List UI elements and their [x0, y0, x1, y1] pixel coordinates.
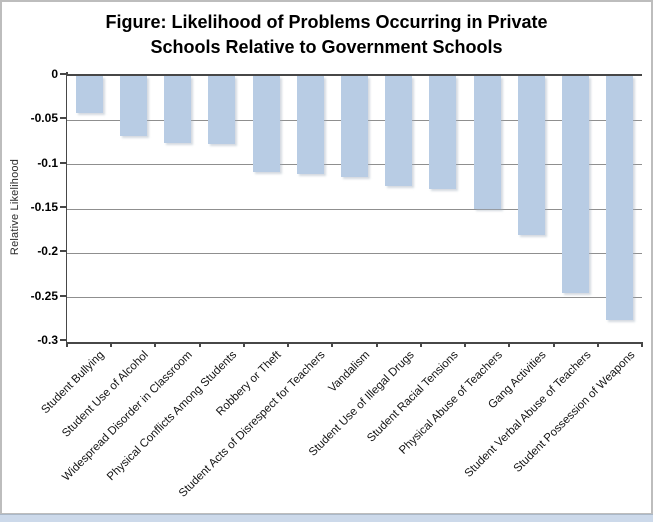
y-tick [60, 161, 66, 164]
x-tick [242, 342, 245, 347]
x-tick [641, 342, 643, 347]
bar-9 [429, 76, 457, 189]
gridline [67, 252, 642, 254]
gridline [67, 208, 642, 210]
bar-5 [252, 76, 280, 172]
y-tick [60, 117, 66, 120]
x-tick [375, 342, 378, 347]
window-edge-strip [0, 514, 653, 522]
x-tick [508, 342, 511, 347]
bar-8 [385, 76, 413, 186]
chart-title: Figure: Likelihood of Problems Occurring… [105, 12, 548, 57]
bar-6 [296, 76, 324, 175]
bar-4 [208, 76, 236, 145]
x-tick [198, 342, 201, 347]
bar-1 [75, 76, 103, 114]
bar-2 [119, 76, 147, 137]
y-tick [60, 339, 66, 341]
bar-13 [606, 76, 634, 320]
x-tick [596, 342, 599, 347]
y-tick-label: -0.15 [30, 200, 58, 214]
bar-11 [517, 76, 545, 235]
x-tick [331, 342, 334, 347]
bar-10 [473, 76, 501, 209]
x-label: Student Use of Alcohol [60, 349, 151, 440]
y-tick-label: -0.1 [37, 155, 58, 170]
y-tick [60, 294, 66, 297]
bar-12 [562, 76, 590, 294]
x-tick [66, 342, 68, 347]
x-tick [154, 342, 157, 347]
bar-3 [164, 76, 192, 144]
y-tick-label: -0.2 [37, 244, 58, 259]
x-label: Vandalism [326, 349, 372, 395]
bar-7 [341, 76, 368, 178]
y-tick [60, 206, 66, 208]
gridline [67, 297, 642, 299]
x-tick [287, 342, 290, 347]
y-tick-label: -0.3 [37, 333, 58, 347]
y-tick [60, 73, 66, 75]
y-tick [60, 250, 66, 253]
x-tick [552, 342, 555, 347]
x-axis-labels: Student Bullying Student Use of Alcohol Wi… [39, 349, 642, 517]
y-tick-label: -0.25 [30, 288, 58, 303]
x-tick [419, 342, 422, 347]
x-tick [464, 342, 467, 347]
y-tick-label: 0 [51, 67, 58, 81]
y-tick-label: -0.05 [30, 111, 58, 126]
plot-area [67, 74, 642, 344]
x-tick [110, 342, 113, 347]
